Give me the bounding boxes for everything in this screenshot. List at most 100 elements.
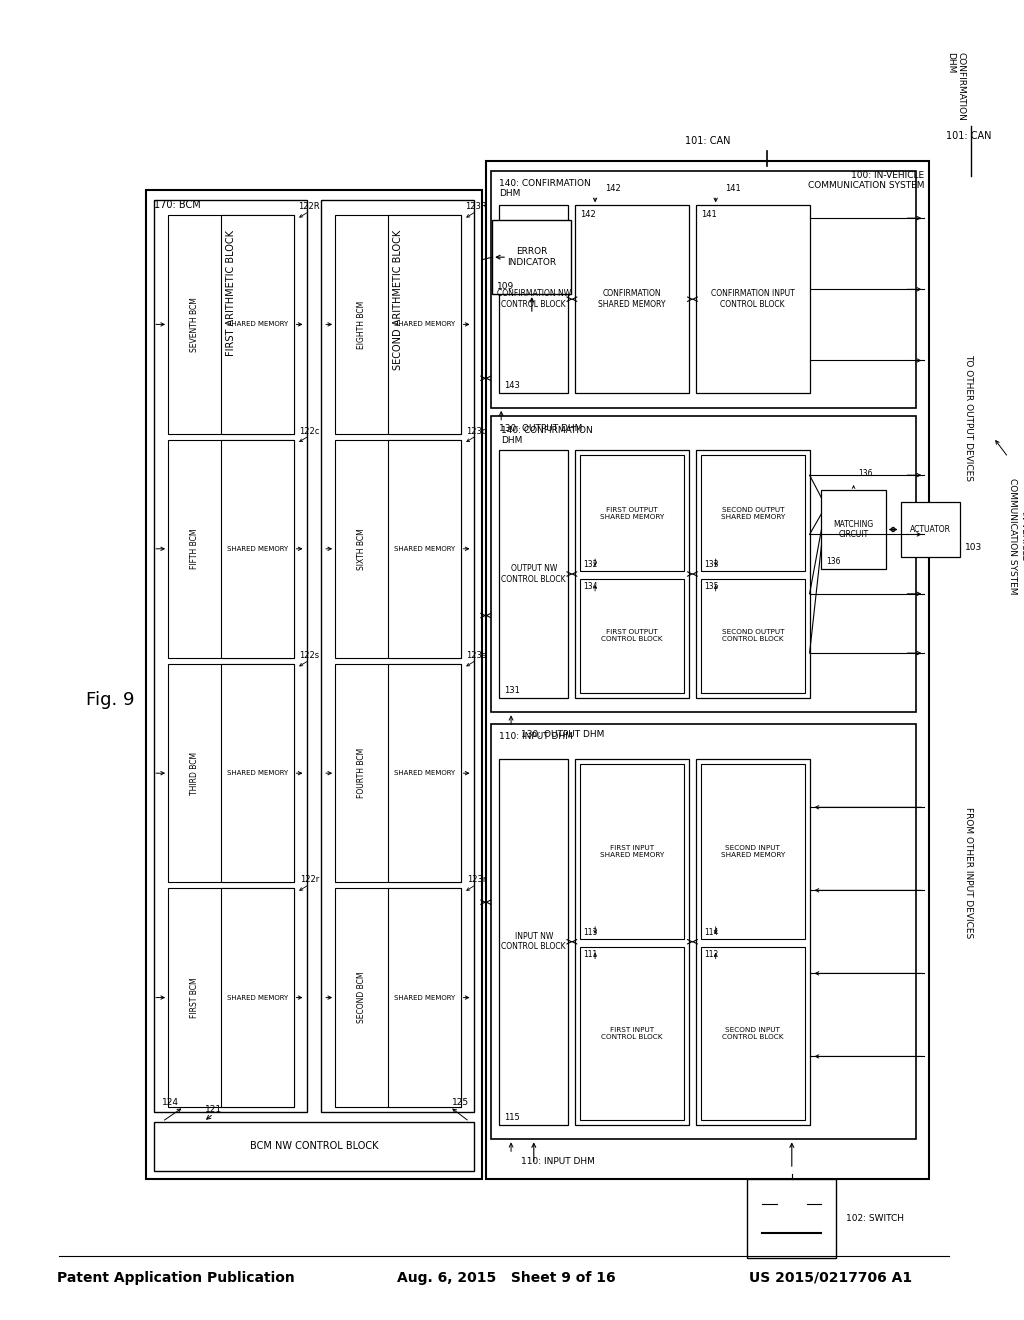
Bar bbox=[168, 888, 294, 1106]
Text: Aug. 6, 2015   Sheet 9 of 16: Aug. 6, 2015 Sheet 9 of 16 bbox=[397, 1271, 615, 1284]
Text: ACTUATOR: ACTUATOR bbox=[909, 525, 950, 535]
Text: CONFIRMATION
SHARED MEMORY: CONFIRMATION SHARED MEMORY bbox=[598, 289, 666, 309]
Bar bbox=[581, 946, 684, 1119]
Text: 122r: 122r bbox=[300, 875, 319, 884]
Text: SECOND OUTPUT
SHARED MEMORY: SECOND OUTPUT SHARED MEMORY bbox=[721, 507, 784, 520]
Bar bbox=[575, 759, 689, 1125]
Bar bbox=[221, 888, 294, 1106]
Bar bbox=[168, 440, 294, 659]
Text: FIRST BCM: FIRST BCM bbox=[190, 977, 200, 1018]
Text: SHARED MEMORY: SHARED MEMORY bbox=[227, 770, 288, 776]
Text: 101: CAN: 101: CAN bbox=[685, 136, 730, 147]
Text: SHARED MEMORY: SHARED MEMORY bbox=[394, 770, 456, 776]
Text: SHARED MEMORY: SHARED MEMORY bbox=[227, 994, 288, 1001]
Text: SECOND INPUT
CONTROL BLOCK: SECOND INPUT CONTROL BLOCK bbox=[722, 1027, 783, 1040]
Bar bbox=[696, 206, 810, 393]
Bar bbox=[388, 888, 461, 1106]
Text: FIFTH BCM: FIFTH BCM bbox=[190, 528, 200, 569]
Text: 143: 143 bbox=[504, 381, 520, 391]
Text: 140: CONFIRMATION
DHM: 140: CONFIRMATION DHM bbox=[501, 426, 593, 445]
Text: CONFIRMATION INPUT
CONTROL BLOCK: CONFIRMATION INPUT CONTROL BLOCK bbox=[711, 289, 795, 309]
Bar bbox=[575, 206, 689, 393]
Bar bbox=[335, 440, 461, 659]
Bar bbox=[146, 190, 482, 1179]
Text: OUTPUT NW
CONTROL BLOCK: OUTPUT NW CONTROL BLOCK bbox=[502, 564, 566, 583]
Bar bbox=[335, 215, 461, 434]
Bar bbox=[168, 664, 294, 882]
Text: Fig. 9: Fig. 9 bbox=[86, 690, 135, 709]
Bar bbox=[696, 450, 810, 697]
Text: SHARED MEMORY: SHARED MEMORY bbox=[227, 321, 288, 327]
Bar bbox=[168, 215, 294, 434]
Bar bbox=[493, 220, 571, 294]
Bar bbox=[335, 664, 461, 882]
Bar bbox=[492, 170, 916, 408]
Text: SHARED MEMORY: SHARED MEMORY bbox=[394, 545, 456, 552]
Bar bbox=[581, 579, 684, 693]
Text: INPUT NW
CONTROL BLOCK: INPUT NW CONTROL BLOCK bbox=[502, 932, 566, 952]
Text: 136: 136 bbox=[826, 557, 841, 566]
Bar bbox=[221, 664, 294, 882]
Text: FIRST ARITHMETIC BLOCK: FIRST ARITHMETIC BLOCK bbox=[226, 230, 236, 356]
Text: SECOND ARITHMETIC BLOCK: SECOND ARITHMETIC BLOCK bbox=[393, 230, 402, 370]
Bar bbox=[748, 1179, 837, 1258]
Text: FIRST INPUT
CONTROL BLOCK: FIRST INPUT CONTROL BLOCK bbox=[601, 1027, 663, 1040]
Text: 123R: 123R bbox=[466, 202, 487, 211]
Text: 100: IN-VEHICLE
COMMUNICATION SYSTEM: 100: IN-VEHICLE COMMUNICATION SYSTEM bbox=[808, 170, 925, 190]
Text: SECOND INPUT
SHARED MEMORY: SECOND INPUT SHARED MEMORY bbox=[721, 845, 784, 858]
Text: 101: CAN: 101: CAN bbox=[946, 131, 991, 141]
Text: 113: 113 bbox=[584, 928, 598, 937]
Text: 114: 114 bbox=[703, 928, 718, 937]
Text: IN-VEHICLE
COMMUNICATION SYSTEM: IN-VEHICLE COMMUNICATION SYSTEM bbox=[1009, 478, 1024, 595]
Bar bbox=[900, 503, 959, 557]
Text: CONFIRMATION
DHM: CONFIRMATION DHM bbox=[946, 53, 966, 121]
Bar bbox=[221, 215, 294, 434]
Bar bbox=[335, 888, 461, 1106]
Bar bbox=[486, 161, 929, 1179]
Text: SHARED MEMORY: SHARED MEMORY bbox=[394, 994, 456, 1001]
Text: 123c: 123c bbox=[466, 426, 486, 436]
Bar bbox=[575, 450, 689, 697]
Bar bbox=[492, 725, 916, 1139]
Text: SEVENTH BCM: SEVENTH BCM bbox=[190, 297, 200, 352]
Text: FIRST OUTPUT
SHARED MEMORY: FIRST OUTPUT SHARED MEMORY bbox=[600, 507, 665, 520]
Text: 122s: 122s bbox=[299, 651, 319, 660]
Bar bbox=[388, 215, 461, 434]
Bar bbox=[696, 759, 810, 1125]
Text: 130: OUTPUT DHM: 130: OUTPUT DHM bbox=[521, 730, 604, 739]
Text: SHARED MEMORY: SHARED MEMORY bbox=[227, 545, 288, 552]
Text: 122R: 122R bbox=[299, 202, 321, 211]
Bar bbox=[388, 664, 461, 882]
Text: 141: 141 bbox=[700, 210, 717, 219]
Text: 121: 121 bbox=[205, 1105, 222, 1114]
Bar bbox=[500, 450, 568, 697]
Text: 111: 111 bbox=[584, 949, 597, 958]
Text: 140: CONFIRMATION
DHM: 140: CONFIRMATION DHM bbox=[500, 178, 591, 198]
Text: FIRST OUTPUT
CONTROL BLOCK: FIRST OUTPUT CONTROL BLOCK bbox=[601, 630, 663, 643]
Bar bbox=[500, 759, 568, 1125]
Bar bbox=[155, 1122, 474, 1171]
Text: BCM NW CONTROL BLOCK: BCM NW CONTROL BLOCK bbox=[250, 1142, 379, 1151]
Bar bbox=[500, 206, 568, 393]
Text: 110: INPUT DHM: 110: INPUT DHM bbox=[500, 733, 573, 741]
Text: 130: OUTPUT DHM: 130: OUTPUT DHM bbox=[500, 424, 583, 433]
Bar bbox=[700, 455, 805, 572]
Text: 141: 141 bbox=[726, 185, 741, 194]
Bar bbox=[700, 764, 805, 939]
Text: 135: 135 bbox=[703, 582, 718, 591]
Text: FIRST INPUT
SHARED MEMORY: FIRST INPUT SHARED MEMORY bbox=[600, 845, 665, 858]
Text: 125: 125 bbox=[453, 1098, 470, 1106]
Bar bbox=[700, 946, 805, 1119]
Bar bbox=[155, 201, 307, 1111]
Text: 124: 124 bbox=[162, 1098, 179, 1106]
Text: MATCHING
CIRCUIT: MATCHING CIRCUIT bbox=[834, 520, 873, 539]
Text: 142: 142 bbox=[605, 185, 621, 194]
Text: 133: 133 bbox=[703, 560, 718, 569]
Text: SECOND OUTPUT
CONTROL BLOCK: SECOND OUTPUT CONTROL BLOCK bbox=[722, 630, 784, 643]
Text: 136: 136 bbox=[858, 469, 873, 478]
Text: THIRD BCM: THIRD BCM bbox=[190, 751, 200, 795]
Text: FROM OTHER INPUT DEVICES: FROM OTHER INPUT DEVICES bbox=[965, 807, 973, 939]
Text: 123r: 123r bbox=[467, 875, 486, 884]
Bar bbox=[322, 201, 474, 1111]
Text: 103: 103 bbox=[965, 543, 982, 552]
